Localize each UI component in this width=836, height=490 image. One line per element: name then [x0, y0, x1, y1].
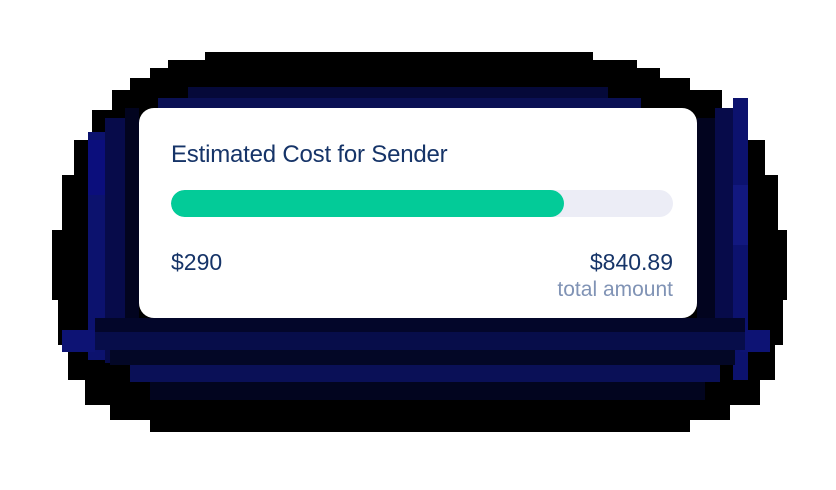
card-title: Estimated Cost for Sender [171, 141, 448, 168]
total-amount-block: $840.89 total amount [557, 248, 673, 303]
amounts-row: $290 $840.89 total amount [171, 248, 673, 303]
progress-bar-track [171, 190, 673, 217]
progress-bar-fill [171, 190, 565, 217]
total-amount-value: $840.89 [589, 249, 673, 275]
estimated-cost-card: Estimated Cost for Sender $290 $840.89 t… [139, 108, 697, 318]
current-amount-value: $290 [171, 249, 223, 275]
total-amount-label: total amount [557, 278, 673, 301]
